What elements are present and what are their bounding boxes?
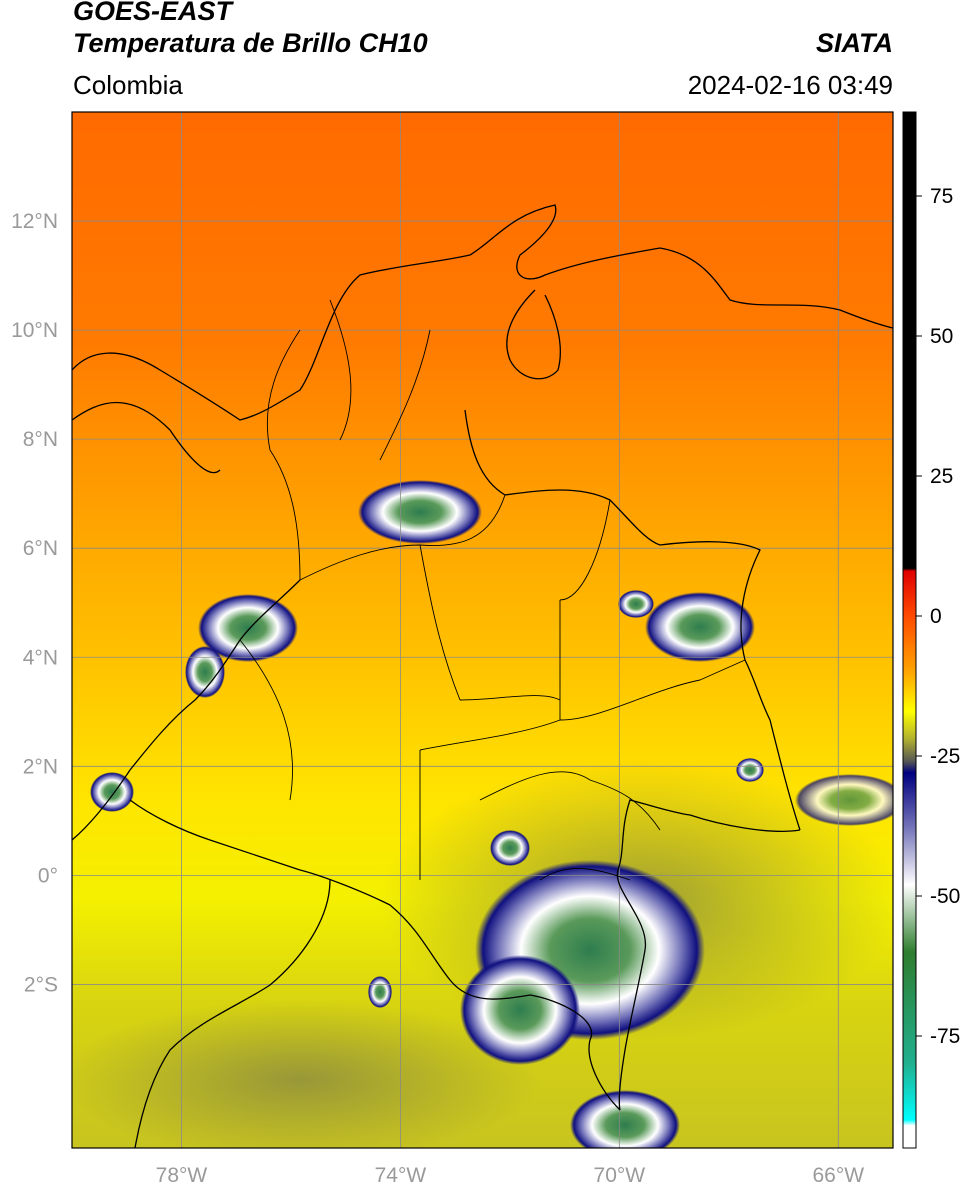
datetime-label: 2024-02-16 03:49 xyxy=(687,70,893,100)
cloud-cell xyxy=(358,480,482,544)
lon-tick-label: 70°W xyxy=(594,1164,646,1187)
colorbar-tick-label: 50 xyxy=(930,325,953,348)
peru-coast xyxy=(134,879,331,1148)
lat-tick-label: 0° xyxy=(38,864,58,887)
lat-tick-label: 4°N xyxy=(23,646,58,669)
caribbean-coastline xyxy=(72,204,893,421)
lon-tick-label: 66°W xyxy=(812,1164,864,1187)
lat-tick-label: 2°N xyxy=(23,755,58,778)
cloud-cell xyxy=(368,976,392,1008)
lat-tick-label: 2°S xyxy=(24,973,58,996)
region-label: Colombia xyxy=(73,70,183,100)
cloud-cell xyxy=(736,758,764,782)
lat-tick-label: 10°N xyxy=(11,319,58,342)
gridlines xyxy=(72,112,893,1148)
map-frame xyxy=(71,111,894,1149)
colombia-peru-border xyxy=(129,799,621,1111)
longitude-tick-labels: 78°W 74°W 70°W 66°W xyxy=(156,1164,865,1187)
maracaibo-lake xyxy=(506,289,561,380)
lon-tick-label: 78°W xyxy=(156,1164,208,1187)
cloud-cell xyxy=(795,774,893,826)
latitude-tick-labels: 12°N 10°N 8°N 6°N 4°N 2°N 0° 2°S xyxy=(11,210,58,996)
product-title: Temperatura de Brillo CH10 xyxy=(73,28,428,58)
country-borders xyxy=(72,204,893,1148)
colorbar-tick-label: -75 xyxy=(930,1025,960,1048)
cloud-cell xyxy=(185,646,225,698)
colorbar-tick-label: 0 xyxy=(930,605,942,628)
colombia-venezuela-border xyxy=(464,409,801,831)
panama-isthmus xyxy=(72,401,221,474)
map-plot-area xyxy=(72,112,893,1148)
lon-tick-label: 74°W xyxy=(375,1164,427,1187)
colorbar-tick-label: 75 xyxy=(930,185,953,208)
cloud-cell xyxy=(645,592,755,662)
department-lines xyxy=(239,299,746,881)
cloud-cell xyxy=(618,590,654,618)
cloud-cell xyxy=(90,772,134,812)
colorbar-tick-labels: 75 50 25 0 -25 -50 -75 xyxy=(916,185,960,1048)
satellite-title: GOES-EAST xyxy=(73,0,233,26)
colombia-brazil-border xyxy=(616,799,801,1111)
haze-region xyxy=(72,1000,540,1148)
lat-tick-label: 8°N xyxy=(23,428,58,451)
colorbar-tick-label: -25 xyxy=(930,745,960,768)
lat-tick-label: 12°N xyxy=(11,210,58,233)
lat-tick-label: 6°N xyxy=(23,537,58,560)
cloud-cell xyxy=(198,594,298,662)
pacific-coastline xyxy=(72,579,301,841)
colorbar xyxy=(902,111,917,1149)
source-label: SIATA xyxy=(816,28,893,58)
colorbar-tick-label: 25 xyxy=(930,465,953,488)
colorbar-tick-label: -50 xyxy=(930,885,960,908)
cloud-cell xyxy=(460,955,580,1065)
cloud-cell xyxy=(490,830,530,866)
cloud-cell xyxy=(570,1090,680,1148)
